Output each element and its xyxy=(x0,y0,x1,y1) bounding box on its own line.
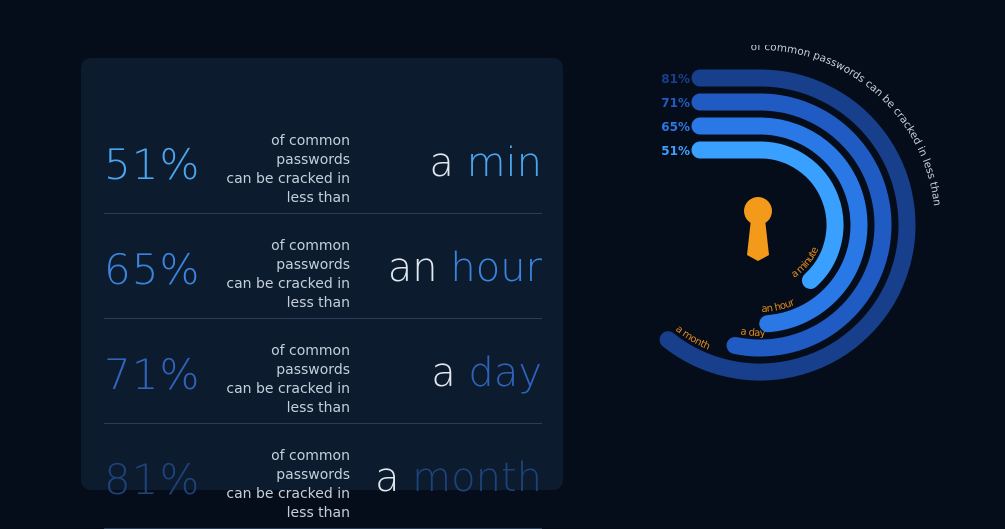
row-divider xyxy=(104,213,542,214)
radial-bar xyxy=(691,117,868,333)
time-label: a day xyxy=(740,326,766,339)
time-unit: day xyxy=(468,350,542,396)
value-label: 65% xyxy=(661,120,690,134)
stat-description: of common passwords can be cracked in le… xyxy=(214,132,350,208)
time-unit: min xyxy=(466,140,542,186)
stat-row-day: 71% of common passwords can be cracked i… xyxy=(104,320,542,424)
desc-line: less than xyxy=(286,505,350,521)
stat-description: of common passwords can be cracked in le… xyxy=(214,447,350,523)
stat-row-hour: 65% of common passwords can be cracked i… xyxy=(104,215,542,319)
keyhole-icon xyxy=(744,197,772,261)
desc-line: of common xyxy=(271,343,350,359)
radial-bar xyxy=(691,141,844,289)
stat-description: of common passwords can be cracked in le… xyxy=(214,342,350,418)
stat-row-month: 81% of common passwords can be cracked i… xyxy=(104,425,542,529)
time-article: a xyxy=(431,350,456,396)
desc-line: passwords xyxy=(276,152,350,168)
desc-line: of common xyxy=(271,133,350,149)
value-label: 51% xyxy=(661,144,690,158)
desc-line: passwords xyxy=(276,362,350,378)
stat-time: a day xyxy=(431,350,542,396)
desc-line: can be cracked in xyxy=(226,486,350,502)
value-label: 81% xyxy=(661,72,690,86)
radial-bar xyxy=(659,69,916,381)
desc-line: can be cracked in xyxy=(226,171,350,187)
row-divider xyxy=(104,318,542,319)
desc-line: passwords xyxy=(276,257,350,273)
time-article: a xyxy=(374,455,400,501)
desc-line: of common xyxy=(271,238,350,254)
row-divider xyxy=(104,423,542,424)
time-unit: month xyxy=(412,455,542,501)
desc-line: less than xyxy=(286,190,350,206)
desc-line: passwords xyxy=(276,467,350,483)
stat-time: a min xyxy=(429,140,542,186)
radial-bar xyxy=(691,93,892,357)
desc-line: less than xyxy=(286,295,350,311)
stats-card: 51% of common passwords can be cracked i… xyxy=(81,58,563,529)
stat-percent: 71% xyxy=(104,350,201,399)
value-label: 71% xyxy=(661,96,690,110)
desc-line: can be cracked in xyxy=(226,276,350,292)
stat-row-minute: 51% of common passwords can be cracked i… xyxy=(104,110,542,214)
time-article: an xyxy=(387,245,438,291)
stat-time: an hour xyxy=(388,245,542,291)
time-article: a xyxy=(429,140,454,186)
desc-line: less than xyxy=(286,400,350,416)
desc-line: can be cracked in xyxy=(226,381,350,397)
stat-description: of common passwords can be cracked in le… xyxy=(214,237,350,313)
stat-percent: 81% xyxy=(104,455,201,504)
time-unit: hour xyxy=(450,245,542,291)
stat-time: a month xyxy=(375,455,542,501)
stat-percent: 51% xyxy=(104,140,201,189)
stat-percent: 65% xyxy=(104,245,201,294)
desc-line: of common xyxy=(271,448,350,464)
